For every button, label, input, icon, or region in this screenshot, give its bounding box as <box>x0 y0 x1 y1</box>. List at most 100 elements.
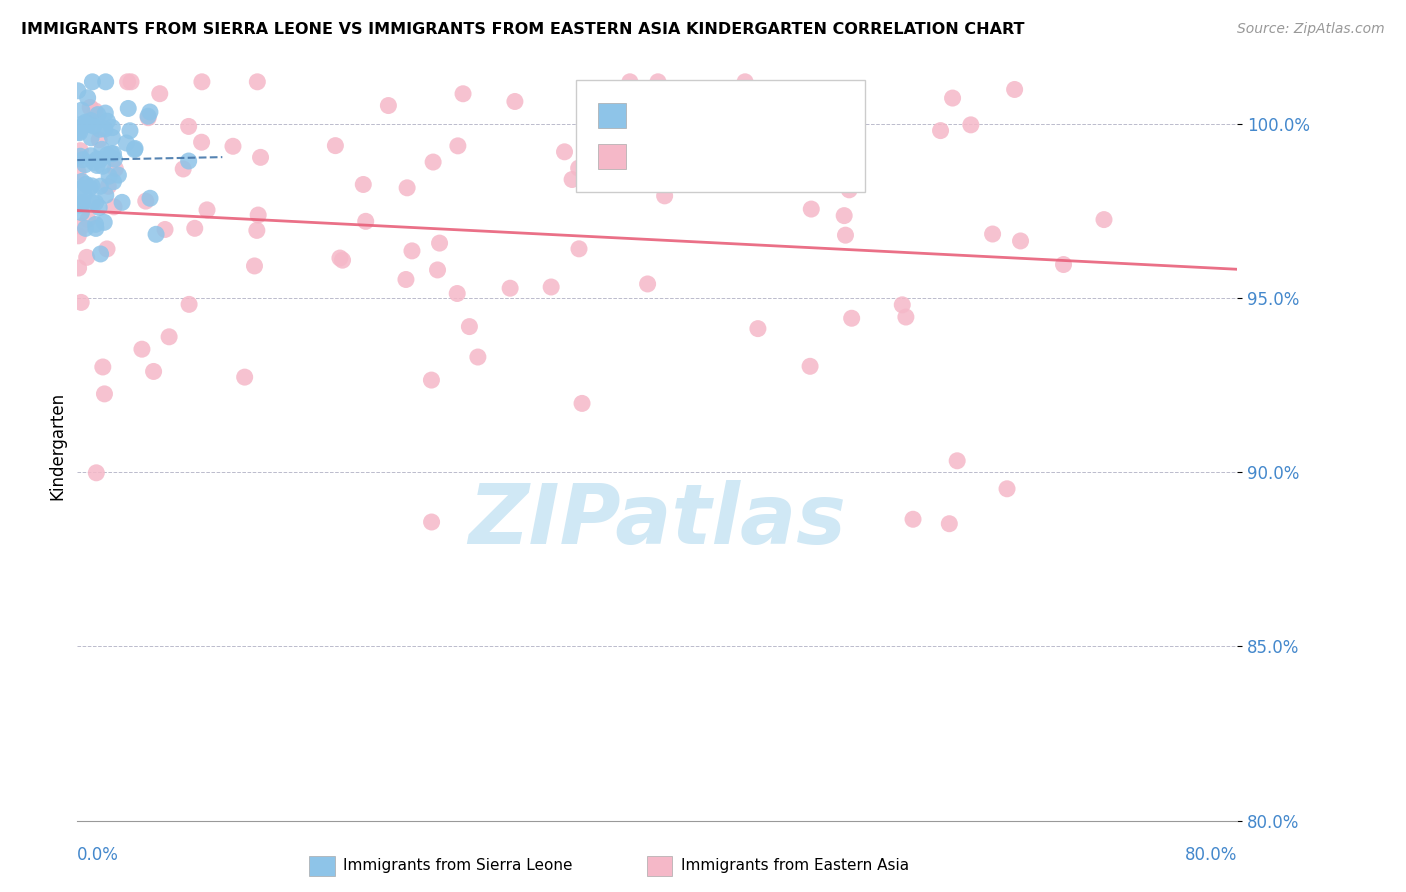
Point <box>149 87 172 101</box>
Point <box>76 251 98 265</box>
Point <box>89 201 111 215</box>
Point <box>938 516 960 531</box>
Point <box>838 183 860 197</box>
Point <box>191 75 214 89</box>
Y-axis label: Kindergarten: Kindergarten <box>48 392 66 500</box>
Point <box>118 124 141 138</box>
Point <box>571 396 593 410</box>
Point <box>80 113 103 128</box>
Point <box>67 121 90 136</box>
Point <box>103 146 125 161</box>
Point <box>447 139 470 153</box>
Point <box>172 161 194 176</box>
Point <box>946 454 969 468</box>
Point <box>142 364 165 378</box>
Point <box>66 165 89 179</box>
Point <box>107 168 129 182</box>
Point <box>136 111 159 125</box>
Point <box>800 202 823 216</box>
Point <box>89 179 111 194</box>
Point <box>352 178 374 192</box>
Point <box>66 151 89 165</box>
Point <box>67 260 90 275</box>
Text: 0.0%: 0.0% <box>77 846 120 863</box>
Text: Source: ZipAtlas.com: Source: ZipAtlas.com <box>1237 22 1385 37</box>
Point <box>69 126 91 140</box>
Point <box>422 155 444 169</box>
Point <box>69 144 91 158</box>
Point <box>96 147 118 161</box>
Point <box>247 208 270 222</box>
Point <box>96 114 118 128</box>
Point <box>401 244 423 258</box>
Point <box>66 124 89 138</box>
Point <box>332 253 354 268</box>
Point <box>246 223 269 237</box>
Point <box>354 214 377 228</box>
Point <box>325 138 347 153</box>
Point <box>741 139 763 153</box>
Point <box>69 198 91 212</box>
Point <box>654 189 676 203</box>
Point <box>94 122 117 136</box>
Point <box>136 109 159 123</box>
Point <box>177 297 200 311</box>
Point <box>79 181 101 195</box>
Point <box>66 125 89 139</box>
Point <box>104 161 127 176</box>
Point <box>94 75 117 89</box>
Text: N =: N = <box>741 147 780 165</box>
Point <box>131 342 153 356</box>
Point <box>72 195 94 210</box>
Text: 80.0%: 80.0% <box>1185 846 1237 863</box>
Point <box>111 195 134 210</box>
Point <box>86 466 108 480</box>
Point <box>97 179 120 194</box>
Point <box>103 175 125 189</box>
Point <box>637 277 659 291</box>
Text: 0.164: 0.164 <box>672 107 728 125</box>
Point <box>647 75 669 89</box>
Point <box>70 295 93 310</box>
Point <box>75 178 97 192</box>
Point <box>101 120 124 135</box>
Point <box>135 194 157 208</box>
Point <box>70 205 93 219</box>
Point <box>93 215 115 229</box>
Point <box>139 191 162 205</box>
Point <box>100 146 122 161</box>
Point <box>981 227 1004 241</box>
Point <box>503 95 526 109</box>
Point <box>90 247 112 261</box>
Point <box>568 242 591 256</box>
Point <box>72 153 94 167</box>
Text: N =: N = <box>741 107 780 125</box>
Point <box>741 123 763 137</box>
Point <box>1004 82 1026 96</box>
Point <box>420 373 443 387</box>
Point <box>1092 212 1115 227</box>
Point <box>86 152 108 166</box>
Point <box>89 133 111 147</box>
Point <box>894 310 917 324</box>
Point <box>941 91 963 105</box>
Point <box>70 103 93 117</box>
Point <box>929 123 952 137</box>
Point <box>190 135 212 149</box>
Point <box>70 219 93 234</box>
Point <box>799 359 821 374</box>
Point <box>195 202 218 217</box>
Point <box>600 148 623 162</box>
Point <box>98 169 121 183</box>
Point <box>70 118 93 132</box>
Point <box>568 161 591 175</box>
Point <box>84 195 107 210</box>
Point <box>451 87 474 101</box>
Point <box>91 359 114 374</box>
Point <box>458 319 481 334</box>
Point <box>561 172 583 186</box>
Point <box>83 155 105 169</box>
Point <box>84 218 107 232</box>
Point <box>153 222 176 236</box>
Point <box>80 149 103 163</box>
